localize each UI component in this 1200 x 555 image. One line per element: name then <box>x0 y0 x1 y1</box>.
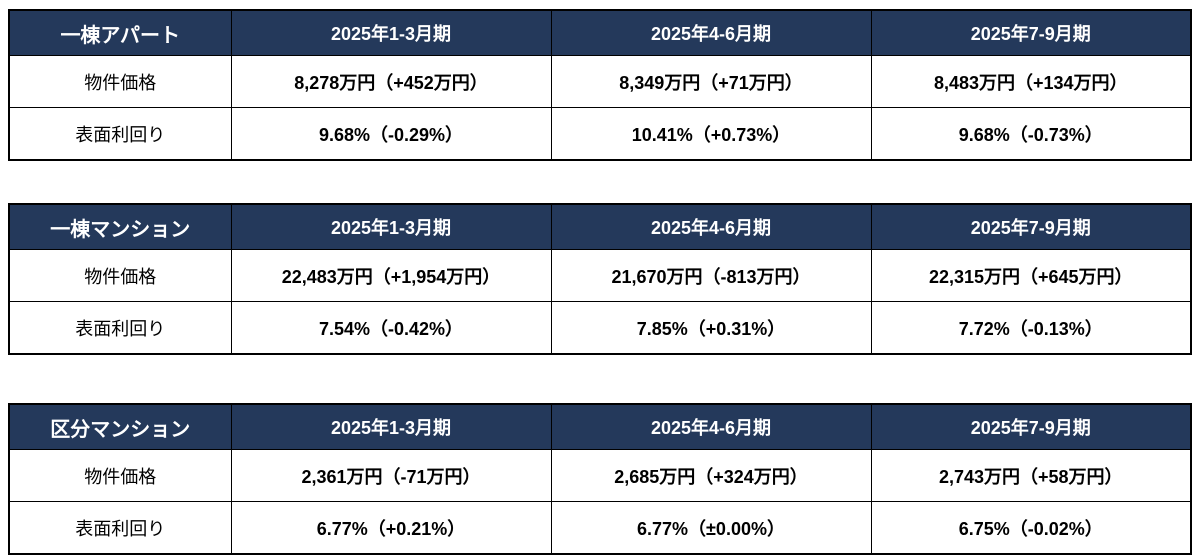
column-header: 2025年1-3月期 <box>230 403 552 450</box>
value-cell: 7.85%（+0.31%） <box>550 301 872 355</box>
table-row: 表面利回り 9.68%（-0.29%） 10.41%（+0.73%） 9.68%… <box>8 107 1192 161</box>
table-single-mansion: 一棟マンション 2025年1-3月期 2025年4-6月期 2025年7-9月期… <box>8 203 1192 355</box>
value-cell: 2,685万円（+324万円） <box>550 449 872 502</box>
value-cell: 21,670万円（-813万円） <box>550 249 872 302</box>
row-label: 表面利回り <box>8 501 232 555</box>
table-single-apartment: 一棟アパート 2025年1-3月期 2025年4-6月期 2025年7-9月期 … <box>8 9 1192 161</box>
value-cell: 6.75%（-0.02%） <box>870 501 1192 555</box>
row-label: 表面利回り <box>8 107 232 161</box>
value-cell: 22,483万円（+1,954万円） <box>230 249 552 302</box>
table-row: 物件価格 8,278万円（+452万円） 8,349万円（+71万円） 8,48… <box>8 55 1192 108</box>
value-cell: 9.68%（-0.29%） <box>230 107 552 161</box>
value-cell: 2,743万円（+58万円） <box>870 449 1192 502</box>
column-header: 2025年4-6月期 <box>550 203 872 250</box>
column-header: 2025年4-6月期 <box>550 9 872 56</box>
row-label: 物件価格 <box>8 249 232 302</box>
value-cell: 7.54%（-0.42%） <box>230 301 552 355</box>
column-header: 2025年4-6月期 <box>550 403 872 450</box>
table-title: 区分マンション <box>8 403 232 450</box>
value-cell: 8,349万円（+71万円） <box>550 55 872 108</box>
table-row: 表面利回り 7.54%（-0.42%） 7.85%（+0.31%） 7.72%（… <box>8 301 1192 355</box>
row-label: 表面利回り <box>8 301 232 355</box>
table-row: 物件価格 2,361万円（-71万円） 2,685万円（+324万円） 2,74… <box>8 449 1192 502</box>
column-header: 2025年7-9月期 <box>870 9 1192 56</box>
table-row: 表面利回り 6.77%（+0.21%） 6.77%（±0.00%） 6.75%（… <box>8 501 1192 555</box>
table-unit-mansion: 区分マンション 2025年1-3月期 2025年4-6月期 2025年7-9月期… <box>8 403 1192 555</box>
table-title: 一棟アパート <box>8 9 232 56</box>
value-cell: 6.77%（±0.00%） <box>550 501 872 555</box>
header-row: 一棟アパート 2025年1-3月期 2025年4-6月期 2025年7-9月期 <box>8 9 1192 56</box>
value-cell: 8,278万円（+452万円） <box>230 55 552 108</box>
column-header: 2025年1-3月期 <box>230 203 552 250</box>
table-title: 一棟マンション <box>8 203 232 250</box>
value-cell: 7.72%（-0.13%） <box>870 301 1192 355</box>
column-header: 2025年7-9月期 <box>870 203 1192 250</box>
value-cell: 9.68%（-0.73%） <box>870 107 1192 161</box>
value-cell: 10.41%（+0.73%） <box>550 107 872 161</box>
header-row: 一棟マンション 2025年1-3月期 2025年4-6月期 2025年7-9月期 <box>8 203 1192 250</box>
row-label: 物件価格 <box>8 55 232 108</box>
header-row: 区分マンション 2025年1-3月期 2025年4-6月期 2025年7-9月期 <box>8 403 1192 450</box>
value-cell: 2,361万円（-71万円） <box>230 449 552 502</box>
column-header: 2025年7-9月期 <box>870 403 1192 450</box>
column-header: 2025年1-3月期 <box>230 9 552 56</box>
row-label: 物件価格 <box>8 449 232 502</box>
value-cell: 22,315万円（+645万円） <box>870 249 1192 302</box>
value-cell: 8,483万円（+134万円） <box>870 55 1192 108</box>
table-row: 物件価格 22,483万円（+1,954万円） 21,670万円（-813万円）… <box>8 249 1192 302</box>
value-cell: 6.77%（+0.21%） <box>230 501 552 555</box>
